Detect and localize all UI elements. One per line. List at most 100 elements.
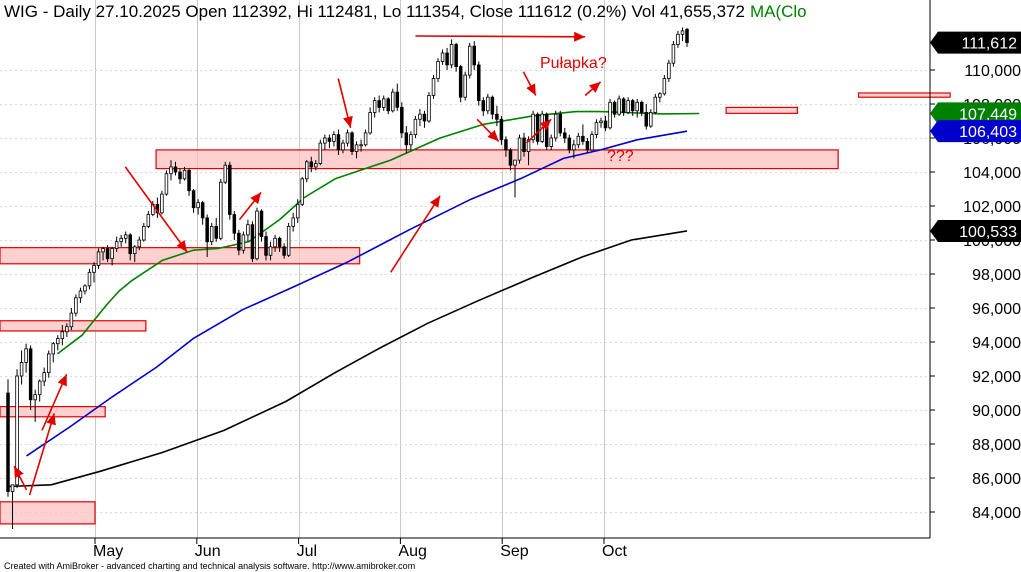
candle-body	[33, 394, 37, 401]
candle-body	[594, 122, 599, 135]
candle	[486, 93, 490, 115]
x-tick-label: May	[93, 543, 123, 560]
arrow-head	[343, 115, 353, 128]
candle	[685, 27, 689, 47]
candle-body	[585, 140, 590, 151]
candle	[323, 134, 327, 150]
candle	[395, 83, 400, 111]
candle	[51, 342, 56, 363]
candle	[33, 389, 37, 422]
candle-body	[436, 61, 440, 79]
candle-body	[508, 149, 513, 166]
candle	[345, 129, 350, 147]
candle-body	[531, 113, 535, 141]
candle	[137, 236, 142, 251]
candle	[123, 231, 128, 244]
candle-body	[65, 326, 69, 333]
candle-body	[680, 30, 685, 35]
candle-body	[173, 166, 178, 173]
x-axis-ticks: May Jun Jul Aug Sep Oct	[93, 538, 627, 560]
candle-body	[241, 234, 246, 251]
annotation-arrows	[13, 31, 602, 496]
candle-body	[481, 100, 486, 112]
candle-body	[395, 91, 400, 108]
candle	[295, 199, 300, 223]
candle	[626, 97, 630, 115]
candle	[544, 112, 549, 150]
candle	[612, 100, 617, 118]
candle-body	[359, 144, 363, 147]
candle	[513, 159, 517, 198]
candle-body	[286, 225, 291, 256]
x-tick-label: Sep	[500, 543, 529, 560]
candle	[467, 42, 472, 79]
candle-body	[499, 118, 504, 141]
candle-body	[309, 161, 314, 168]
arrow-head	[250, 192, 262, 205]
candle	[440, 49, 445, 65]
arrow-line	[28, 413, 56, 496]
candle-body	[599, 120, 603, 124]
candle	[74, 294, 78, 317]
candle	[318, 139, 323, 166]
candle-body	[486, 96, 490, 112]
candle	[391, 88, 395, 113]
candle	[37, 379, 42, 402]
candle	[6, 379, 10, 497]
x-grid	[95, 0, 605, 538]
candle	[182, 166, 187, 181]
candle	[169, 160, 173, 181]
candle-body	[273, 237, 277, 248]
candle-body	[685, 28, 689, 43]
candle-body	[132, 246, 137, 255]
candle-body	[400, 107, 404, 134]
candle	[431, 75, 436, 99]
candle	[309, 156, 314, 172]
candle-body	[105, 248, 110, 260]
candle	[635, 98, 639, 118]
candle	[223, 161, 228, 184]
candle	[454, 42, 458, 72]
candle-body	[264, 236, 268, 256]
y-grid	[0, 70, 930, 513]
candle-body	[639, 101, 644, 113]
ma-mid-value-label: 106,403	[930, 120, 1021, 143]
candle-body	[332, 134, 336, 142]
candle	[477, 61, 481, 106]
candle	[259, 209, 264, 242]
candle	[10, 484, 15, 529]
candle-body	[123, 234, 128, 239]
candle-body	[250, 224, 255, 260]
zone-rect	[725, 106, 799, 114]
candle-body	[46, 353, 51, 373]
candle-body	[630, 100, 635, 112]
candle-body	[603, 120, 608, 129]
arrow-line	[390, 195, 441, 273]
value-label-bg	[930, 31, 1021, 54]
candle	[101, 246, 105, 261]
arrow-head	[589, 81, 601, 93]
candle	[232, 211, 237, 240]
candle	[187, 168, 191, 196]
candle	[499, 115, 504, 145]
candle	[132, 245, 137, 263]
candle-body	[563, 132, 567, 139]
candle-body	[635, 101, 639, 112]
candle	[69, 308, 74, 331]
candle-body	[427, 95, 431, 122]
candle-body	[368, 112, 372, 134]
candle-body	[200, 202, 205, 219]
candle-body	[445, 52, 449, 66]
candle	[241, 231, 246, 254]
candle-body	[232, 214, 237, 234]
candle	[336, 129, 341, 155]
candle	[277, 236, 282, 252]
candle	[436, 58, 440, 82]
arrow-head	[539, 119, 552, 131]
candle-body	[572, 144, 576, 151]
candle	[96, 248, 101, 269]
candle	[603, 115, 608, 132]
candle	[495, 105, 499, 127]
candle-body	[581, 135, 585, 142]
footer-credit: Created with AmiBroker - advanced charti…	[4, 561, 415, 571]
